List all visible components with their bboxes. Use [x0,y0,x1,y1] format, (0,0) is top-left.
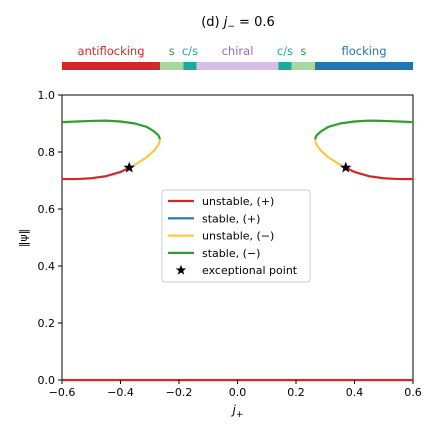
phase-label: chiral [222,44,254,58]
phase-segment [62,62,160,70]
y-axis-label: ‖ψ‖ [17,229,30,247]
phase-segment [291,62,316,70]
phase-segment [183,62,197,70]
legend-label: unstable, (+) [202,195,274,208]
y-tick-label: 0.8 [38,146,56,159]
phase-label: flocking [341,44,386,58]
phase-segment [278,62,292,70]
x-tick-label: 0.6 [404,386,422,399]
series-line [313,119,414,140]
phase-bar: antiflocking s c/s chiral c/s s flocking [62,44,413,70]
x-tick-label: 0.2 [287,386,305,399]
legend-label: unstable, (−) [202,230,274,243]
phase-label: s [169,44,175,58]
phase-segment [159,62,184,70]
phase-label: s [300,44,306,58]
series-line [313,138,347,169]
series-line [62,166,130,181]
legend-label: stable, (+) [202,212,260,225]
legend-box [161,189,311,283]
y-tick-label: 0.2 [38,317,56,330]
x-tick-label: 0.4 [346,386,364,399]
legend-star-icon [175,264,187,275]
y-tick-label: 1.0 [38,89,56,102]
x-tick-label: 0.0 [229,386,247,399]
phase-label: c/s [182,44,198,58]
y-tick-label: 0.0 [38,374,56,387]
x-axis-label: j+ [231,403,244,420]
x-tick-label: −0.2 [166,386,193,399]
x-tick-label: −0.4 [107,386,134,399]
y-tick-label: 0.6 [38,203,56,216]
legend-label: exceptional point [202,264,298,277]
phase-label: antiflocking [77,44,144,58]
series-line [345,166,413,181]
legend-label: stable, (−) [202,247,260,260]
exceptional-point-marker [123,161,135,173]
chart-title: (d) j− = 0.6 [201,15,275,32]
y-axis: 0.0 0.2 0.4 0.6 0.8 1.0 [38,89,62,387]
y-tick-label: 0.4 [38,260,56,273]
series-line [128,138,162,169]
x-tick-label: −0.6 [49,386,76,399]
phase-segment [315,62,413,70]
x-axis: −0.6 −0.4 −0.2 0.0 0.2 0.4 0.6 [49,380,422,399]
legend: unstable, (+) stable, (+) unstable, (−) sta… [161,189,311,283]
series-line [61,119,162,140]
phase-segment [196,62,279,70]
phase-label: c/s [277,44,293,58]
exceptional-point-marker [340,161,352,173]
